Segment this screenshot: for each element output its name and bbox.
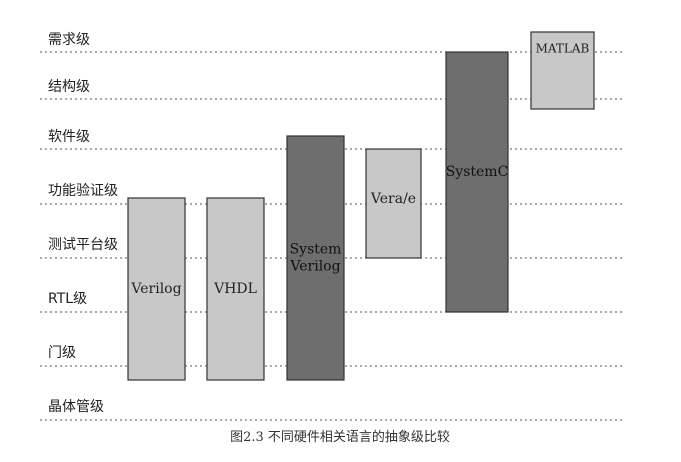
level-label: 功能验证级 [48, 183, 118, 199]
language-label: MATLAB [536, 42, 590, 56]
level-label: 门级 [48, 345, 76, 361]
level-label: 软件级 [48, 129, 90, 145]
language-bar: Verilog [127, 197, 186, 381]
language-bar-rect [206, 197, 265, 381]
language-label: Verilog [289, 259, 340, 275]
language-label: Verilog [130, 281, 181, 297]
level-label: RTL级 [48, 291, 87, 307]
language-bar: MATLAB [530, 31, 595, 110]
language-bar: SystemC [445, 51, 509, 313]
level-label: 需求级 [48, 32, 90, 48]
level-label: 测试平台级 [48, 237, 118, 253]
language-bar: VHDL [206, 197, 265, 381]
language-bar-rect [286, 135, 345, 381]
language-bar: Vera/e [365, 148, 422, 259]
level-label: 结构级 [48, 79, 90, 95]
language-bar-rect [127, 197, 186, 381]
language-bars: Verilog VHDLSystemVerilogVera/eSystemCMAT… [127, 31, 595, 381]
figure-caption: 图2.3 不同硬件相关语言的抽象级比较 [230, 429, 450, 445]
language-label: VHDL [213, 281, 257, 297]
language-bar-rect [530, 31, 595, 110]
language-label: Vera/e [370, 191, 416, 207]
language-bar-rect [445, 51, 509, 313]
language-label: SystemC [446, 164, 509, 180]
language-bar-rect [365, 148, 422, 259]
language-label: System [290, 242, 342, 258]
level-label: 晶体管级 [48, 399, 104, 415]
